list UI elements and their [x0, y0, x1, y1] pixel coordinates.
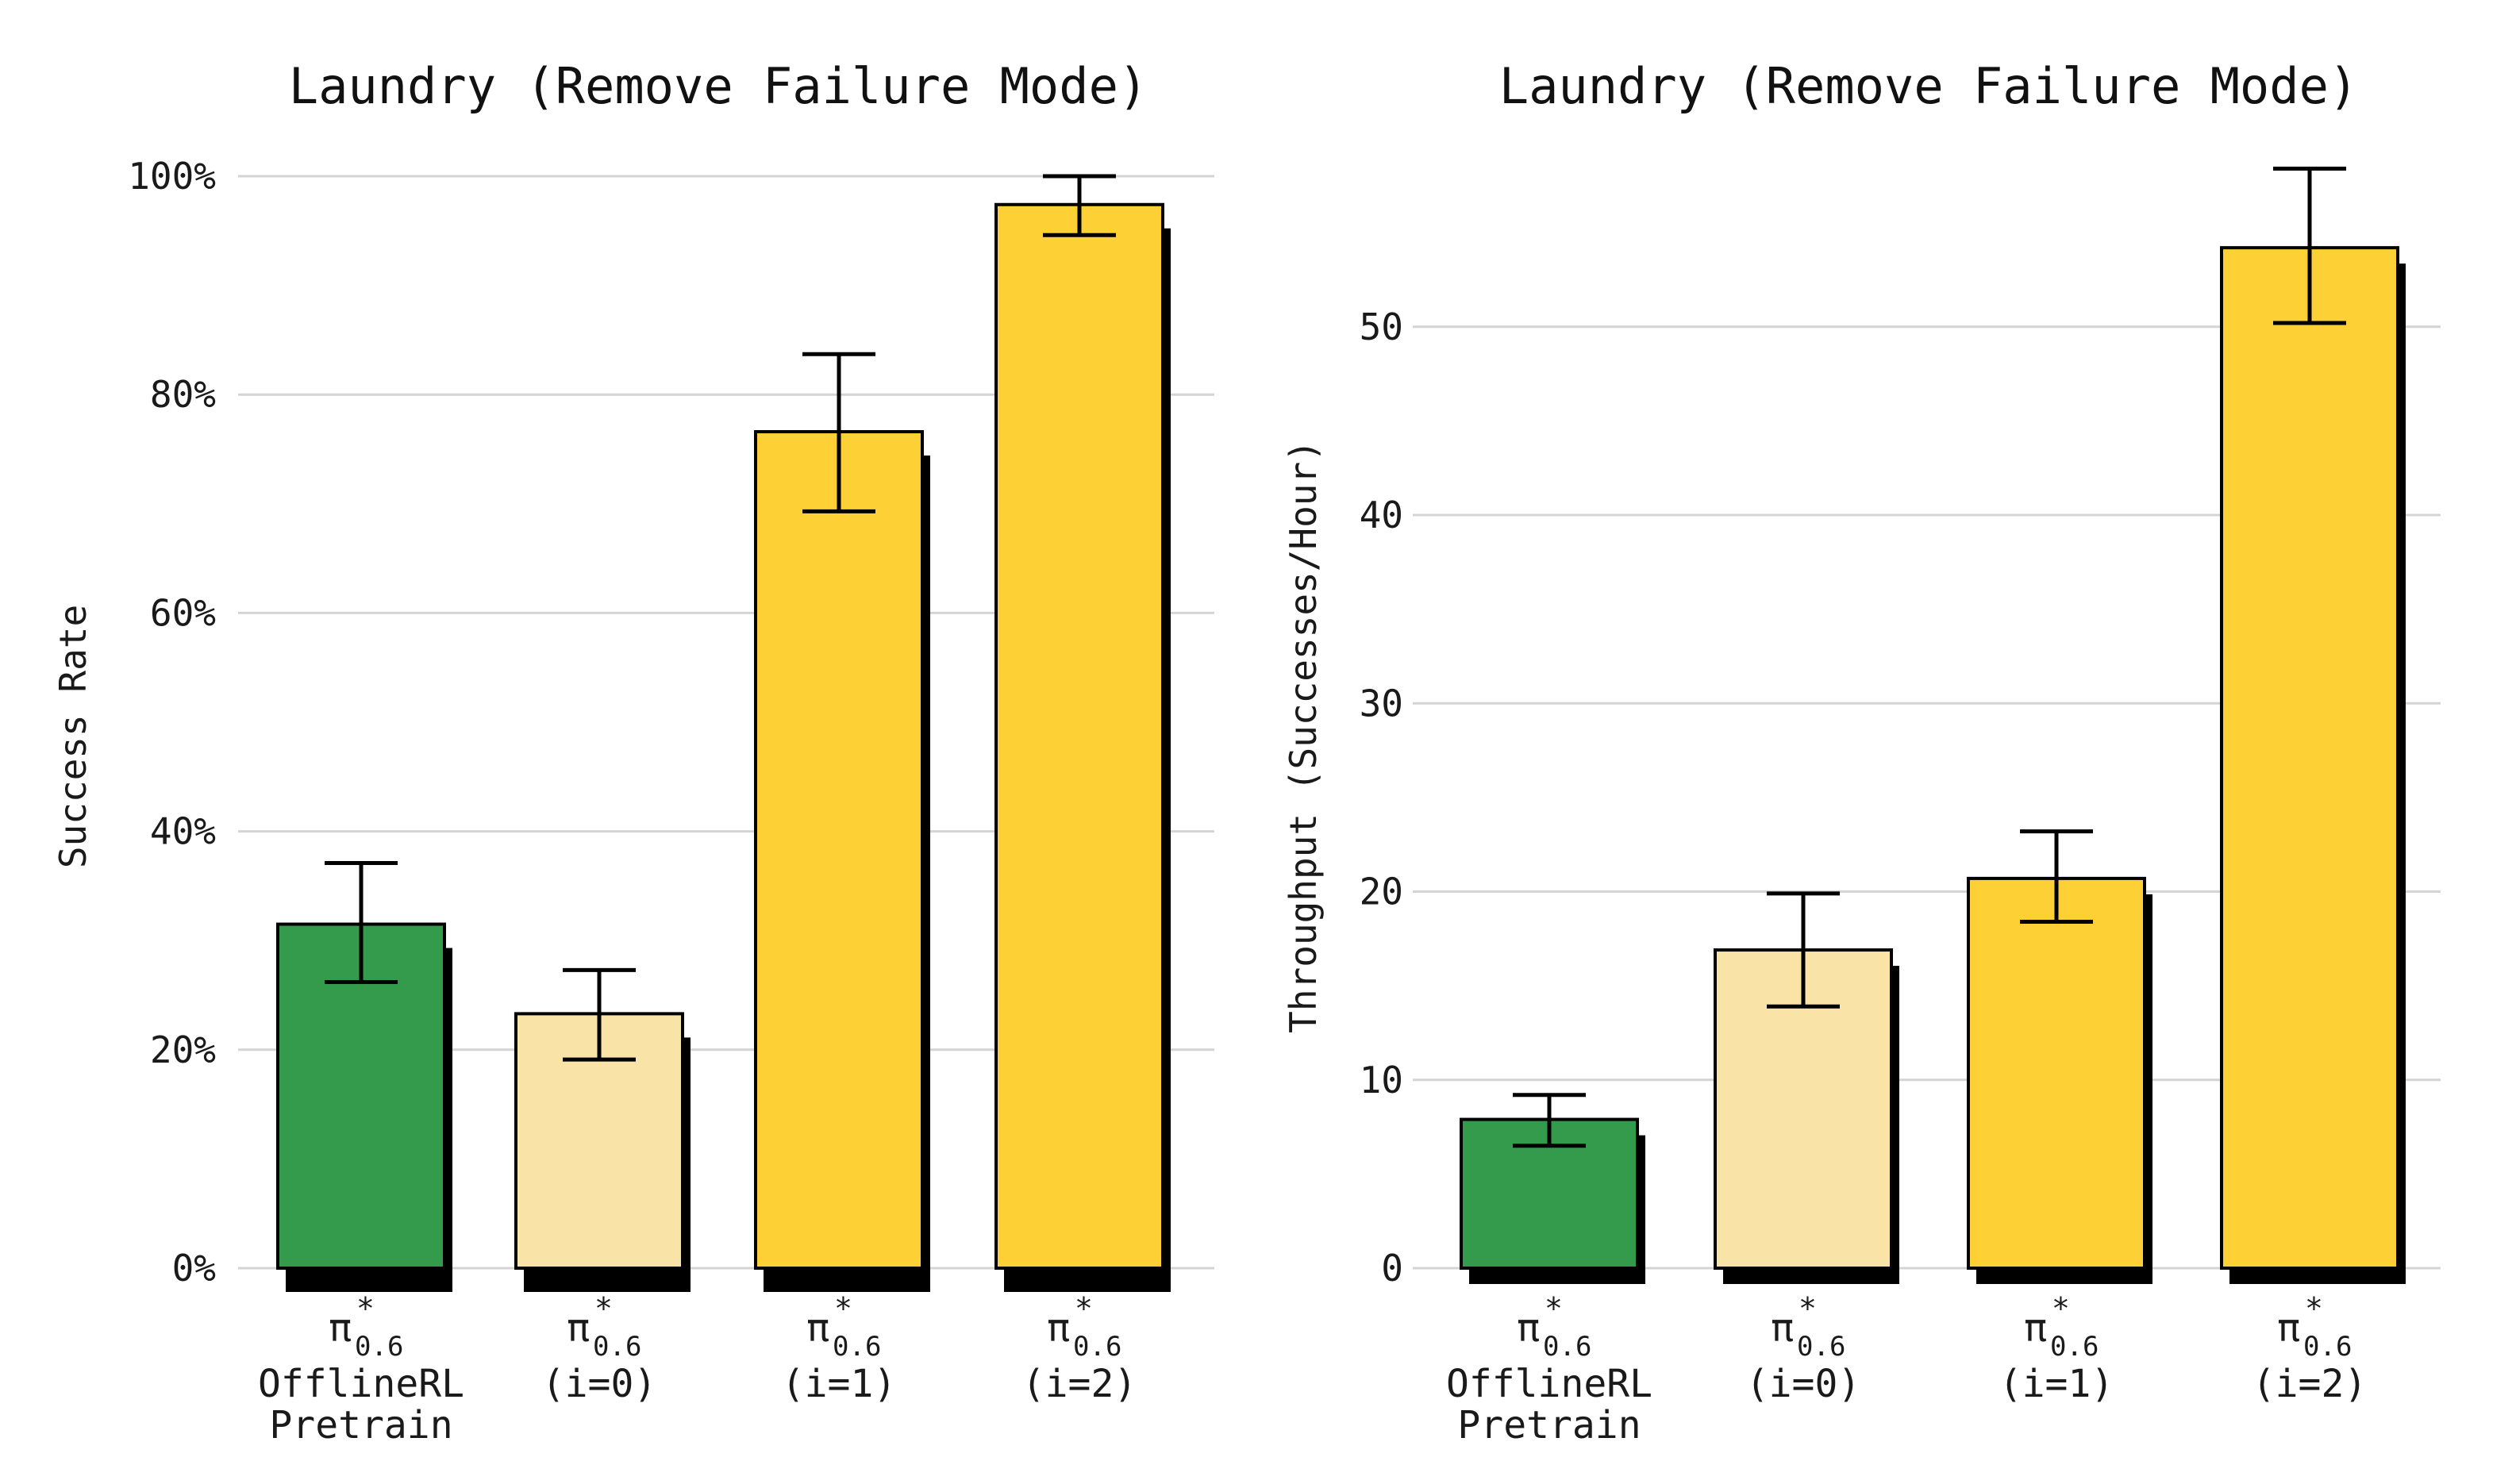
y-tick-label: 20% — [150, 1028, 216, 1071]
bar — [754, 429, 924, 1270]
x-tick-label: π * 0.6(i=0) — [1746, 1291, 1861, 1406]
pi-superscript: * — [594, 1291, 613, 1326]
y-tick-label: 30 — [1360, 682, 1403, 725]
pi-symbol: π — [1047, 1306, 1070, 1351]
y-tick-label: 0 — [1381, 1247, 1403, 1290]
category-label-line: (i=2) — [2252, 1362, 2368, 1406]
y-tick-label: 0% — [172, 1247, 216, 1290]
category-label-line: (i=1) — [782, 1362, 897, 1406]
y-tick-label: 60% — [150, 591, 216, 634]
pi-superscript: * — [1799, 1291, 1817, 1326]
y-tick-label: 20 — [1360, 871, 1403, 913]
pi-symbol: π — [1771, 1306, 1794, 1351]
pi-symbol: π — [567, 1306, 590, 1351]
y-tick-label: 40% — [150, 810, 216, 853]
success-rate-chart: Laundry (Remove Failure Mode) 0% 20% 40% 60%… — [52, 57, 1214, 1447]
category-label-line: Pretrain — [1457, 1403, 1641, 1447]
pi-superscript: * — [1075, 1291, 1093, 1326]
pi-symbol: π — [806, 1306, 829, 1351]
x-tick-label: π * 0.6(i=1) — [1999, 1291, 2114, 1406]
x-tick-label: π * 0.6(i=2) — [2252, 1291, 2368, 1406]
pi-subscript: 0.6 — [1073, 1331, 1121, 1363]
pi-superscript: * — [2052, 1291, 2070, 1326]
pi-symbol: π — [329, 1306, 352, 1351]
pi-subscript: 0.6 — [833, 1331, 881, 1363]
x-tick-label: π * 0.6(i=1) — [782, 1291, 897, 1406]
y-tick-label: 10 — [1360, 1059, 1403, 1101]
y-axis-label: Throughput (Successes/Hour) — [1282, 440, 1325, 1033]
category-label-line: (i=2) — [1022, 1362, 1137, 1406]
pi-subscript: 0.6 — [2050, 1331, 2099, 1363]
category-label-line: OfflineRL — [258, 1362, 464, 1406]
pi-subscript: 0.6 — [1797, 1331, 1845, 1363]
pi-symbol: π — [2024, 1306, 2047, 1351]
bar — [1967, 876, 2146, 1271]
category-label-line: (i=0) — [1746, 1362, 1861, 1406]
category-label-line: (i=0) — [542, 1362, 657, 1406]
chart-title: Laundry (Remove Failure Mode) — [1499, 57, 2359, 115]
category-label-line: (i=1) — [1999, 1362, 2114, 1406]
y-tick-label: 80% — [150, 373, 216, 416]
pi-superscript: * — [2305, 1291, 2323, 1326]
bar — [2220, 246, 2399, 1270]
bar — [994, 202, 1164, 1270]
pi-subscript: 0.6 — [2303, 1331, 2352, 1363]
y-tick-label: 50 — [1360, 306, 1403, 348]
y-axis-label: Success Rate — [52, 605, 94, 868]
pi-superscript: * — [1545, 1291, 1563, 1326]
x-tick-label: π * 0.6(i=2) — [1022, 1291, 1137, 1406]
pi-subscript: 0.6 — [355, 1331, 403, 1363]
y-tick-label: 100% — [128, 155, 216, 198]
category-label-line: Pretrain — [269, 1403, 452, 1447]
y-tick-label: 40 — [1360, 494, 1403, 536]
pi-superscript: * — [834, 1291, 852, 1326]
pi-symbol: π — [2277, 1306, 2300, 1351]
pi-subscript: 0.6 — [593, 1331, 641, 1363]
category-label-line: OfflineRL — [1446, 1362, 1652, 1406]
pi-subscript: 0.6 — [1543, 1331, 1591, 1363]
x-tick-label: π * 0.6(i=0) — [542, 1291, 657, 1406]
pi-superscript: * — [356, 1291, 375, 1326]
chart-title: Laundry (Remove Failure Mode) — [289, 57, 1148, 115]
throughput-chart: Laundry (Remove Failure Mode) 0 10 20 30 40 50… — [1282, 57, 2441, 1447]
pi-symbol: π — [1517, 1306, 1540, 1351]
